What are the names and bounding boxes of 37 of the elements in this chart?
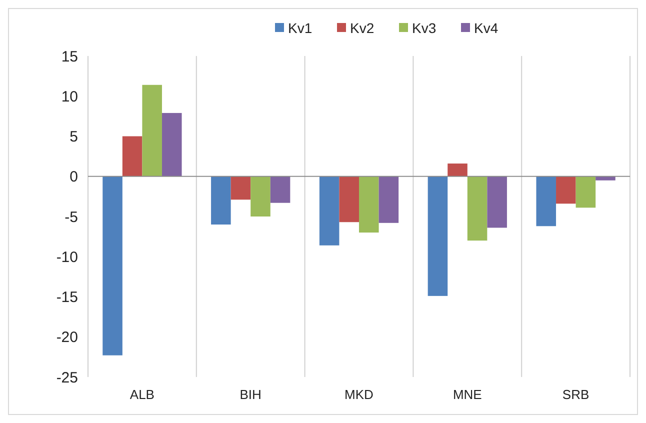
bar — [576, 176, 596, 208]
x-tick-label: BIH — [240, 387, 262, 402]
x-tick-label: MKD — [344, 387, 374, 402]
x-tick-label: ALB — [130, 387, 154, 402]
y-tick-label: -15 — [56, 289, 78, 306]
bar — [211, 176, 231, 225]
bar — [339, 176, 359, 222]
bar — [250, 176, 270, 216]
bar — [428, 176, 448, 296]
y-tick-label: -5 — [64, 208, 78, 226]
bar — [467, 176, 488, 241]
y-tick-label: -20 — [56, 329, 78, 346]
bar — [378, 176, 399, 223]
bar — [102, 176, 122, 356]
legend-label: Kv2 — [350, 20, 374, 36]
bar — [359, 176, 379, 233]
y-tick-label: 15 — [61, 48, 78, 66]
bar — [230, 176, 251, 200]
x-tick-label: MNE — [452, 387, 482, 402]
bar — [162, 112, 182, 176]
bar — [487, 176, 507, 228]
legend-label: Kv1 — [288, 20, 312, 36]
legend-label: Kv3 — [412, 20, 436, 36]
y-tick-label: -25 — [56, 369, 78, 386]
y-tick-label: 10 — [61, 88, 78, 106]
bar — [319, 176, 340, 246]
bar — [536, 176, 556, 226]
y-tick-label: -10 — [56, 248, 78, 266]
bar — [142, 84, 162, 176]
bar — [448, 164, 468, 176]
bar — [270, 176, 290, 203]
bar — [122, 136, 142, 176]
y-tick-label: 5 — [70, 128, 78, 146]
bar — [556, 176, 576, 204]
x-tick-label: SRB — [562, 387, 590, 402]
legend-label: Kv4 — [474, 20, 498, 36]
y-tick-label: 0 — [70, 168, 78, 186]
